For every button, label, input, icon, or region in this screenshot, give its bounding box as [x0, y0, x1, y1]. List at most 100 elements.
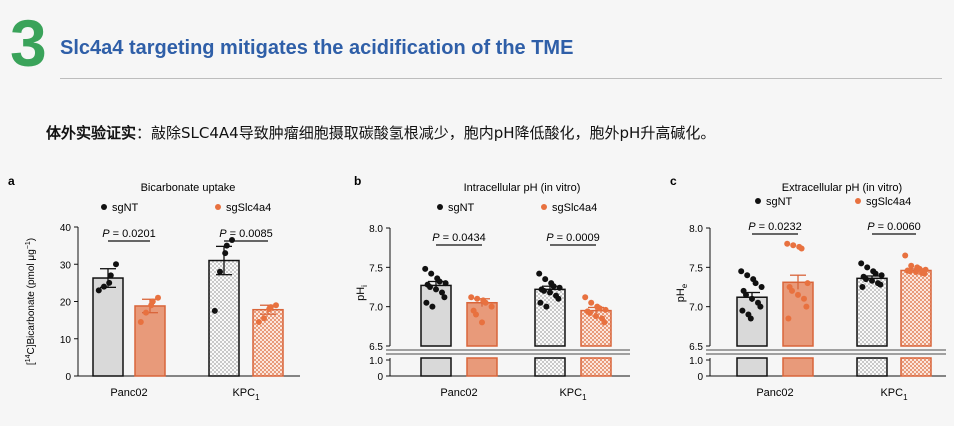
- data-point: [596, 305, 603, 312]
- y-tick-label: 7.0: [689, 303, 703, 314]
- data-point: [556, 284, 563, 291]
- data-point: [474, 295, 481, 302]
- data-point: [422, 265, 429, 272]
- bar-sgnt-lower: [856, 357, 888, 377]
- p-rest: = 0.0201: [110, 228, 156, 240]
- p-value-label: P = 0.0232: [748, 221, 802, 233]
- p-rest: = 0.0232: [756, 221, 802, 233]
- category-main: Panc02: [440, 387, 477, 399]
- p-value-label: P = 0.0201: [102, 228, 156, 240]
- data-point: [113, 261, 119, 268]
- data-point: [859, 284, 866, 290]
- category-sub: 1: [582, 393, 587, 402]
- legend-label-sgnt: sgNT: [448, 202, 475, 214]
- legend-marker-sgslc4a4: [215, 204, 221, 210]
- y-tick-label: 7.5: [369, 263, 383, 274]
- bar-sgslc4a4: [782, 281, 814, 347]
- data-point: [752, 280, 759, 287]
- summary-body: ：敲除SLC4A4导致肿瘤细胞摄取碳酸氢根减少，胞内pH降低酸化，胞外pH升高碱…: [136, 124, 716, 142]
- y-tick-label: 0: [377, 372, 383, 383]
- data-point: [473, 311, 479, 318]
- data-point: [255, 318, 262, 325]
- p-rest: = 0.0060: [875, 221, 921, 233]
- chart-title: Bicarbonate uptake: [141, 182, 236, 194]
- summary-bold: 体外实验证实: [46, 124, 137, 142]
- p-italic: P: [546, 232, 554, 244]
- legend-marker-sgnt: [101, 204, 107, 210]
- p-italic: P: [102, 228, 110, 240]
- chart-extracellular-ph: c Extracellular pH (in vitro) sgNT sgSlc4a4…: [670, 174, 946, 402]
- data-point: [223, 242, 230, 249]
- y-label-part: ): [26, 238, 37, 241]
- category-label: Panc02: [110, 387, 147, 399]
- data-point: [482, 299, 489, 306]
- legend-label-sgslc4a4: sgSlc4a4: [866, 196, 911, 208]
- p-rest: = 0.0434: [440, 232, 486, 244]
- data-point: [582, 294, 589, 301]
- chart-title: Intracellular pH (in vitro): [464, 182, 581, 194]
- category-sub: 1: [903, 393, 908, 402]
- summary-text: 体外实验证实：敲除SLC4A4导致肿瘤细胞摄取碳酸氢根减少，胞内pH降低酸化，胞…: [46, 122, 715, 143]
- legend-label-sgnt: sgNT: [766, 196, 793, 208]
- data-point: [273, 302, 279, 309]
- data-point: [541, 287, 547, 294]
- p-italic: P: [748, 221, 756, 233]
- data-point: [107, 272, 114, 279]
- data-point: [858, 260, 865, 267]
- category-label: KPC1: [559, 387, 587, 402]
- data-point: [222, 250, 229, 257]
- y-tick-label: 7.0: [369, 303, 383, 314]
- y-tick-label: 1.0: [689, 356, 703, 367]
- data-point: [907, 268, 913, 275]
- chart-title: Extracellular pH (in vitro): [782, 182, 902, 194]
- data-point: [143, 309, 149, 316]
- y-axis-label: pHi: [355, 285, 369, 301]
- data-point: [758, 284, 765, 290]
- data-point: [101, 283, 107, 290]
- panel-letter: c: [670, 174, 677, 188]
- data-point: [468, 294, 475, 301]
- p-rest: = 0.0009: [554, 232, 600, 244]
- y-label-part: 14: [25, 354, 32, 362]
- data-point: [784, 240, 791, 247]
- data-point: [757, 303, 764, 310]
- data-point: [428, 270, 435, 277]
- data-point: [587, 309, 593, 316]
- y-axis-label: pHe: [675, 283, 689, 302]
- panel-letter: a: [8, 174, 15, 188]
- data-point: [488, 303, 495, 310]
- section-number: 3: [10, 6, 47, 80]
- data-point: [155, 294, 161, 301]
- p-value-label: P = 0.0060: [867, 221, 921, 233]
- data-point: [795, 291, 801, 298]
- y-tick-label: 8.0: [689, 224, 703, 235]
- data-point: [423, 299, 430, 306]
- data-point: [744, 272, 751, 279]
- y-label-sub: i: [360, 285, 369, 287]
- y-label-main: pH: [355, 287, 367, 301]
- legend-marker-sgnt: [437, 204, 443, 210]
- bar-sgnt-lower: [420, 357, 452, 377]
- data-point: [738, 268, 745, 275]
- data-point: [95, 287, 102, 294]
- data-point: [804, 280, 811, 287]
- panel-letter: b: [354, 174, 361, 188]
- y-tick-label: 20: [60, 298, 72, 309]
- bar-sgnt-lower: [736, 357, 768, 377]
- data-point: [593, 313, 599, 320]
- category-main: KPC: [232, 387, 255, 399]
- data-point: [429, 303, 436, 310]
- legend-marker-sgslc4a4: [855, 198, 861, 204]
- p-value-label: P = 0.0085: [219, 228, 273, 240]
- category-main: Panc02: [756, 387, 793, 399]
- data-point: [442, 280, 449, 287]
- data-point: [588, 299, 595, 306]
- y-label-main: pH: [675, 288, 687, 302]
- data-point: [537, 299, 544, 306]
- y-tick-label: 7.5: [689, 263, 703, 274]
- data-point: [261, 315, 267, 322]
- y-tick-label: 6.5: [689, 342, 703, 353]
- legend-label-sgnt: sgNT: [112, 202, 139, 214]
- category-label: Panc02: [440, 387, 477, 399]
- data-point: [790, 242, 797, 249]
